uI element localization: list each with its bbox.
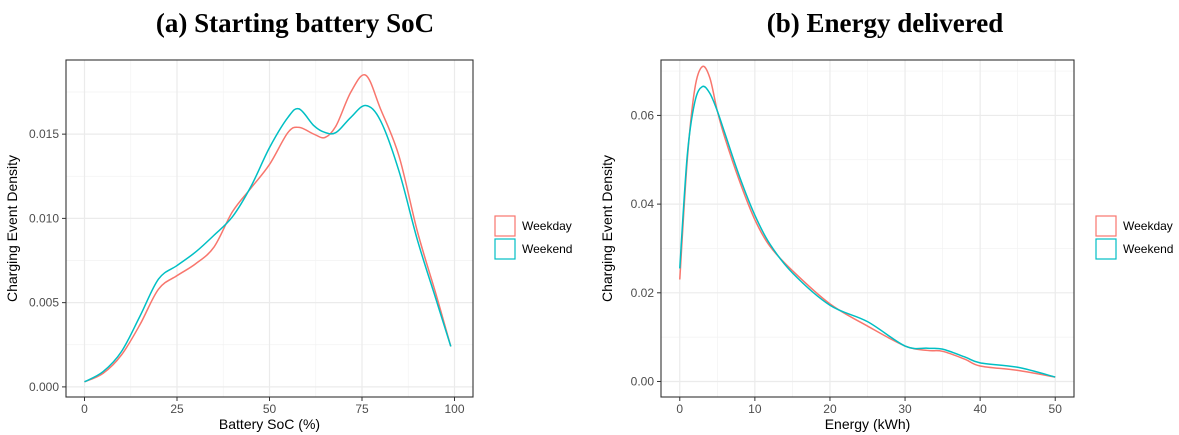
y-axis-title: Charging Event Density — [4, 155, 20, 302]
y-tick-label: 0.010 — [29, 211, 59, 225]
x-tick-label: 25 — [170, 402, 184, 416]
y-axis-title: Charging Event Density — [599, 155, 615, 302]
y-tick-label: 0.06 — [631, 108, 655, 122]
series-line-weekend — [84, 104, 452, 383]
x-tick-label: 0 — [81, 402, 88, 416]
x-tick-label: 50 — [1049, 402, 1063, 416]
series-line-weekday — [84, 74, 452, 383]
y-tick-label: 0.005 — [29, 296, 59, 310]
legend-label: Weekend — [1123, 242, 1173, 256]
x-tick-label: 75 — [355, 402, 369, 416]
grid-major — [661, 60, 1074, 397]
legend: Weekday Weekend — [494, 215, 572, 260]
y-tick-label: 0.02 — [631, 286, 655, 300]
chart-b-svg: 0 10 20 30 40 50 0.00 0.02 0.04 0.06 Energy (kWh) C… — [599, 59, 1173, 432]
legend-key-weekday — [494, 215, 516, 237]
x-axis-title: Battery SoC (%) — [219, 416, 320, 432]
legend-key-weekend — [494, 238, 516, 260]
x-tick-label: 0 — [676, 402, 683, 416]
legend-label: Weekend — [522, 242, 572, 256]
panel-a: (a) Starting battery SoC 0 25 50 75 100 0.000… — [4, 8, 572, 432]
x-tick-label: 20 — [823, 402, 837, 416]
plot-border — [660, 59, 1075, 398]
grid-minor — [661, 60, 1074, 397]
grid-major — [66, 60, 473, 397]
legend-label: Weekday — [522, 219, 572, 233]
legend-key-weekday — [1095, 215, 1117, 237]
x-tick-label: 10 — [748, 402, 762, 416]
chart-title: (b) Energy delivered — [766, 8, 1004, 38]
chart-a-svg: 0 25 50 75 100 0.000 0.005 0.010 0.015 Battery So… — [4, 59, 572, 432]
legend-label: Weekday — [1123, 219, 1173, 233]
y-tick-label: 0.04 — [631, 197, 655, 211]
y-tick-label: 0.015 — [29, 127, 59, 141]
series-line-weekend — [679, 85, 1056, 378]
x-tick-label: 40 — [973, 402, 987, 416]
chart-title: (a) Starting battery SoC — [155, 8, 435, 38]
x-tick-label: 100 — [444, 402, 464, 416]
legend: Weekday Weekend — [1095, 215, 1173, 260]
x-tick-label: 30 — [898, 402, 912, 416]
panel-b: (b) Energy delivered 0 10 20 30 40 50 0.00 0.02… — [590, 0, 1179, 435]
y-tick-label: 0.000 — [29, 380, 59, 394]
x-tick-label: 50 — [263, 402, 277, 416]
legend-key-weekend — [1095, 238, 1117, 260]
y-tick-label: 0.00 — [631, 374, 655, 388]
x-axis-title: Energy (kWh) — [825, 416, 911, 432]
